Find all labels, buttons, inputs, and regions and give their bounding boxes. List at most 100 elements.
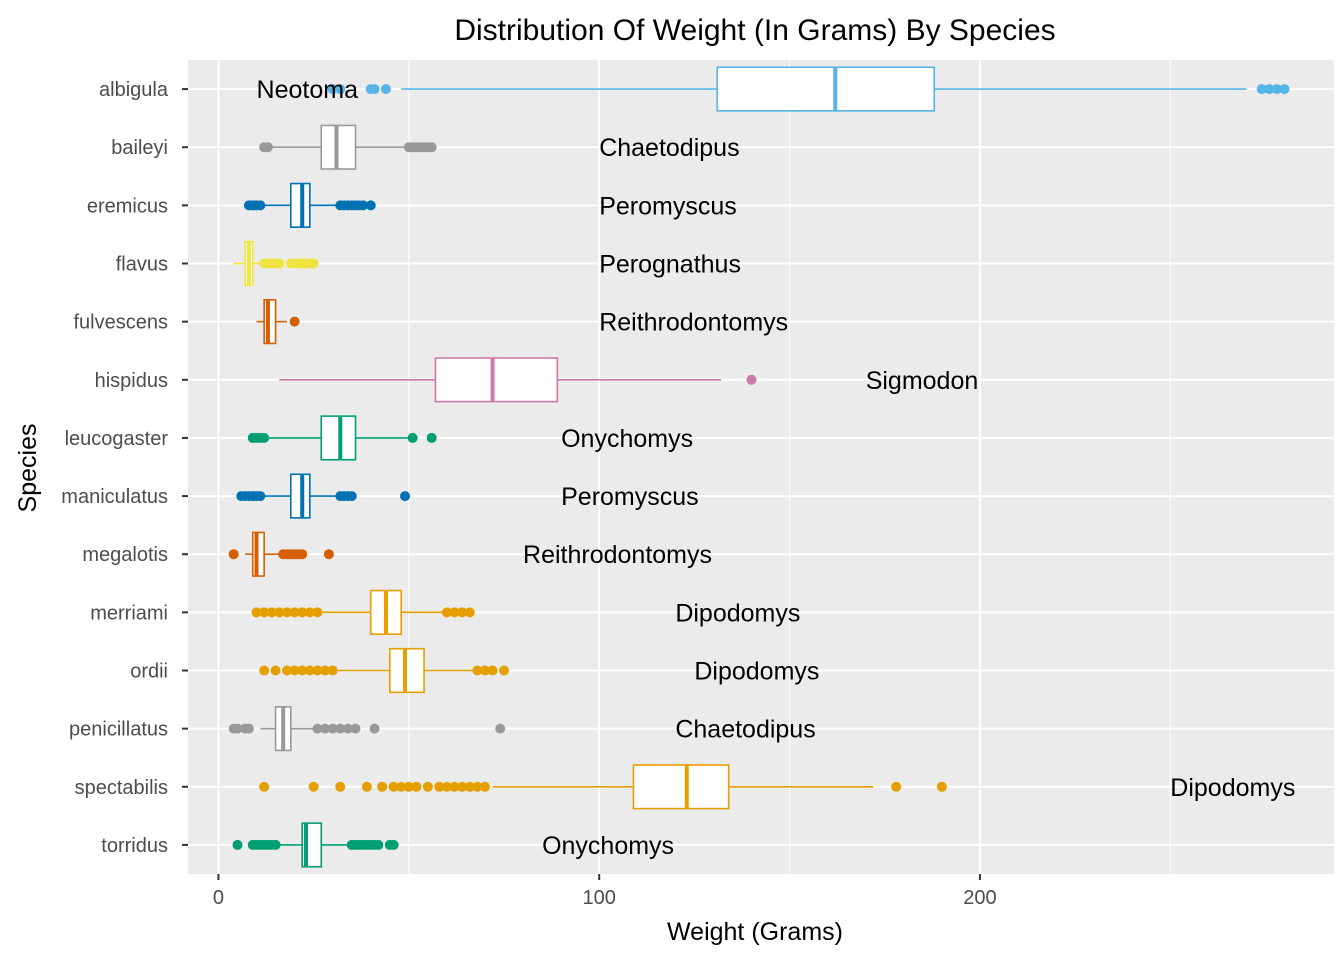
outlier-point [346,491,357,502]
plot-panel [188,60,1334,874]
outlier-point [262,142,273,153]
box-ordii: Dipodomys [259,647,819,694]
iqr-box [632,764,730,810]
genus-label-torridus: Onychomys [542,832,674,860]
outlier-point [1271,84,1282,95]
outlier-point [369,723,380,734]
box-hispidus: Sigmodon [279,357,978,403]
outlier-point [320,665,331,676]
box-penicillatus: Chaetodipus [228,706,816,752]
genus-label-merriami: Dipodomys [675,599,800,627]
outlier-point [457,781,468,792]
genus-label-baileyi: Chaetodipus [599,134,739,162]
outlier-point [266,607,277,618]
x-tick-label: 200 [963,887,996,909]
y-tick-label-hispidus: hispidus [95,370,168,392]
outlier-point [228,549,239,560]
outlier-point [335,84,346,95]
outlier-point [259,607,270,618]
outlier-point [361,781,372,792]
outlier-point [243,723,254,734]
genus-label-spectabilis: Dipodomys [1170,774,1295,802]
box-merriami: Dipodomys [251,589,800,635]
outlier-point [259,781,270,792]
iqr-box [716,66,936,112]
y-tick-label-ordii: ordii [130,661,168,683]
iqr-box [434,357,559,403]
outlier-point [327,723,338,734]
outlier-point [232,839,243,850]
x-axis-title: Weight (Grams) [667,918,843,946]
outlier-point [323,549,334,560]
outlier-point [400,491,411,502]
y-tick-label-merriami: merriami [90,602,168,624]
genus-label-flavus: Perognathus [599,251,741,279]
outlier-point [479,781,490,792]
outlier-point [358,200,369,211]
outlier-point [335,723,346,734]
y-tick-label-spectabilis: spectabilis [75,777,168,799]
outlier-point [479,665,490,676]
outlier-point [255,200,266,211]
box-torridus: Onychomys [232,822,674,868]
outlier-point [380,84,391,95]
outlier-point [464,607,475,618]
outlier-point [457,607,468,618]
genus-label-penicillatus: Chaetodipus [675,716,815,744]
outlier-point [312,723,323,734]
outlier-point [327,665,338,676]
y-tick-label-flavus: flavus [116,254,168,276]
box-fulvescens: Reithrodontomys [256,299,788,345]
genus-label-albigula: Neotoma [257,76,359,104]
outlier-point [274,607,285,618]
y-axis-title: Species [14,424,42,513]
outlier-point [297,549,308,560]
outlier-point [1264,84,1275,95]
outlier-point [1256,84,1267,95]
outlier-point [472,665,483,676]
y-tick-label-torridus: torridus [101,835,168,857]
box-maniculatus: Peromyscus [236,473,699,519]
outlier-point [297,665,308,676]
genus-label-ordii: Dipodomys [694,658,819,686]
genus-label-fulvescens: Reithrodontomys [599,309,788,337]
outlier-point [441,781,452,792]
outlier-point [270,665,281,676]
outlier-point [426,432,437,443]
outlier-point [396,781,407,792]
box-megalotis: Reithrodontomys [228,531,712,577]
y-tick-label-fulvescens: fulvescens [74,312,169,334]
outlier-point [487,665,498,676]
boxes: Onychomys Dipodomys Chaetodipus Dipodomys Di… [228,66,1295,868]
outlier-point [449,607,460,618]
outlier-point [274,258,285,269]
outlier-point [365,200,376,211]
outlier-point [464,781,475,792]
outlier-point [335,781,346,792]
outlier-point [320,723,331,734]
outlier-point [304,665,315,676]
outlier-point [308,781,319,792]
y-tick-label-albigula: albigula [99,79,169,101]
box-baileyi: Chaetodipus [259,124,740,170]
box-albigula: Neotoma [257,66,1290,112]
y-tick-label-leucogaster: leucogaster [65,428,169,450]
outlier-point [1279,84,1290,95]
outlier-point [259,665,270,676]
outlier-point [327,84,338,95]
outlier-point [251,607,262,618]
outlier-point [495,723,506,734]
outlier-point [426,142,437,153]
outlier-point [388,839,399,850]
outlier-point [281,665,292,676]
outlier-point [441,607,452,618]
outlier-point [232,723,243,734]
y-tick-label-eremicus: eremicus [87,195,168,217]
outlier-point [499,665,510,676]
outlier-point [369,84,380,95]
genus-label-maniculatus: Peromyscus [561,483,699,511]
outlier-point [270,839,281,850]
outlier-point [259,432,270,443]
genus-label-megalotis: Reithrodontomys [523,541,712,569]
